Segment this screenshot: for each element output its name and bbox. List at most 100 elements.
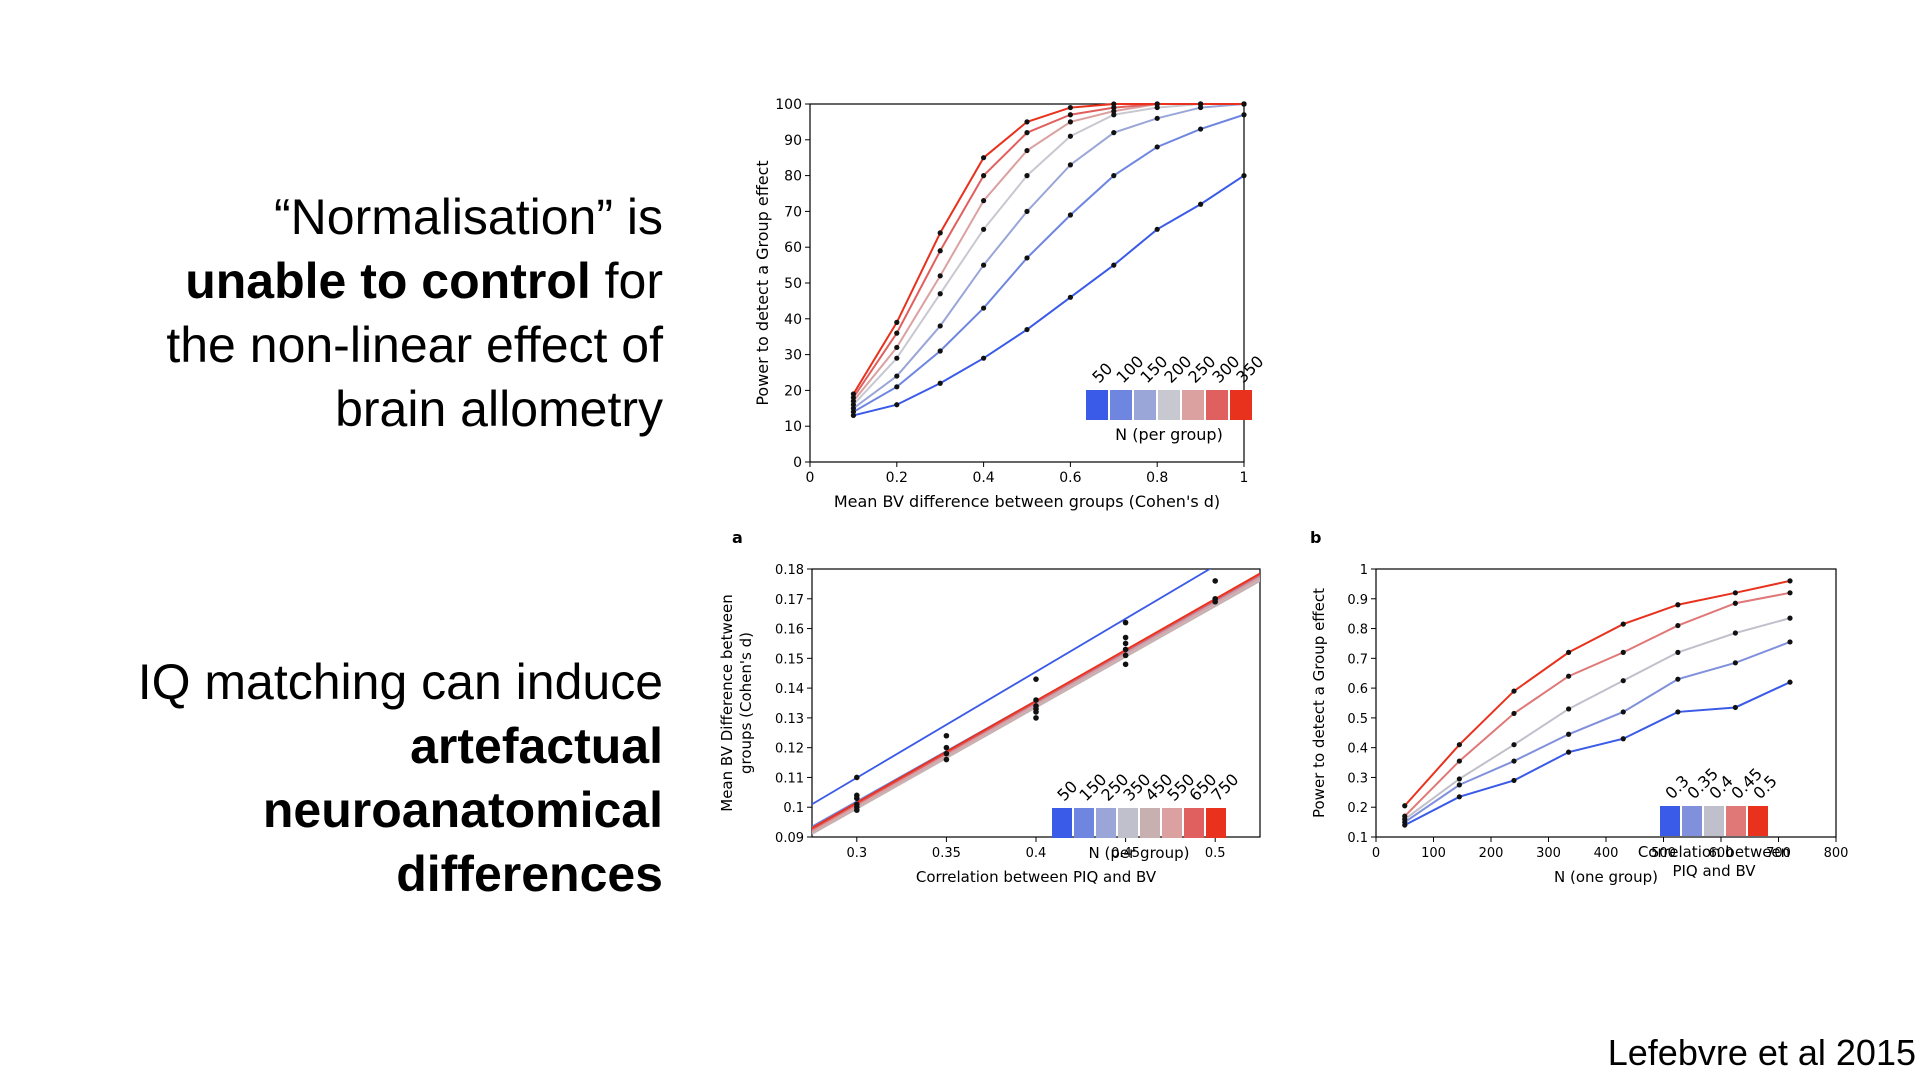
series-line bbox=[1404, 579, 1791, 807]
legend-swatch bbox=[1682, 806, 1702, 836]
data-point bbox=[1456, 794, 1462, 800]
data-point bbox=[1024, 119, 1030, 125]
x-tick-label: 0 bbox=[806, 470, 815, 486]
power-vs-n-chart: b 0 100 200 300 400 500 600 700 800 0.1 0.2 0.3 0.4 0.… bbox=[1310, 528, 1848, 886]
data-point bbox=[1620, 678, 1626, 684]
series-line bbox=[1404, 641, 1791, 823]
data-point bbox=[1198, 101, 1204, 107]
data-point bbox=[981, 262, 987, 268]
y-axis-label-line1: Mean BV Difference between bbox=[718, 594, 736, 811]
series-line bbox=[1404, 617, 1791, 820]
y-axis-label-line2: groups (Cohen's d) bbox=[737, 632, 755, 774]
statement-emphasis: differences bbox=[396, 846, 663, 902]
data-point bbox=[937, 248, 943, 254]
data-point bbox=[894, 330, 900, 336]
data-point bbox=[981, 155, 987, 161]
data-point bbox=[1787, 639, 1793, 645]
statement-line-rest: for bbox=[590, 253, 663, 309]
data-point bbox=[894, 373, 900, 379]
legend-swatch bbox=[1118, 808, 1138, 838]
series-line bbox=[852, 113, 1245, 413]
data-point bbox=[1402, 803, 1408, 809]
y-tick-label: 0.5 bbox=[1347, 712, 1368, 727]
y-tick-label: 0.8 bbox=[1347, 623, 1368, 638]
y-tick-label: 0.4 bbox=[1347, 742, 1368, 757]
data-point bbox=[1067, 162, 1073, 168]
statement-line: unable to control for bbox=[0, 249, 663, 313]
legend-swatch bbox=[1206, 390, 1228, 420]
x-tick-label: 0.35 bbox=[932, 846, 961, 861]
data-point bbox=[1511, 742, 1517, 748]
statement-line: IQ matching can induce bbox=[137, 654, 663, 710]
y-tick-label: 1 bbox=[1360, 563, 1368, 578]
data-point bbox=[1787, 679, 1793, 685]
y-tick-label: 0.15 bbox=[775, 652, 804, 667]
y-tick-label: 80 bbox=[784, 169, 802, 185]
x-tick-label: 0.45 bbox=[1111, 846, 1140, 861]
data-point bbox=[1620, 621, 1626, 627]
statement-line: neuroanatomical bbox=[0, 778, 663, 842]
data-point bbox=[1620, 709, 1626, 715]
data-point bbox=[1511, 758, 1517, 764]
y-tick-label: 0.9 bbox=[1347, 593, 1368, 608]
data-point bbox=[1111, 173, 1117, 179]
x-tick-label: 700 bbox=[1766, 846, 1791, 861]
series-line bbox=[852, 103, 1244, 406]
data-point bbox=[937, 273, 943, 279]
data-point bbox=[1033, 697, 1039, 703]
legend-swatch bbox=[1134, 390, 1156, 420]
data-point bbox=[1154, 226, 1160, 232]
data-point bbox=[1122, 661, 1129, 668]
data-point bbox=[1732, 660, 1738, 666]
y-tick-label: 0 bbox=[793, 455, 802, 471]
legend-swatch bbox=[1660, 806, 1680, 836]
data-point bbox=[981, 173, 987, 179]
regression-line bbox=[812, 569, 1212, 806]
data-point bbox=[850, 398, 856, 404]
y-axis-label: Power to detect a Group effect bbox=[1310, 588, 1328, 818]
data-point bbox=[1111, 262, 1117, 268]
bv-difference-vs-correlation-chart: a 0.3 0.35 0.4 0.45 0.5 0.09 0.1 0.11 0.12 0.13 0.1… bbox=[718, 528, 1261, 886]
legend-swatch bbox=[1052, 808, 1072, 838]
statement-line: the non-linear effect of bbox=[166, 317, 663, 373]
data-point bbox=[1241, 173, 1247, 179]
series-line bbox=[853, 174, 1245, 417]
legend-swatch bbox=[1184, 808, 1204, 838]
y-axis-label: Power to detect a Group effect bbox=[753, 160, 772, 405]
data-point bbox=[1732, 630, 1738, 636]
series-line bbox=[852, 103, 1244, 399]
data-point bbox=[1675, 709, 1681, 715]
legend-swatch bbox=[1704, 806, 1724, 836]
data-point bbox=[1456, 776, 1462, 782]
data-point bbox=[894, 384, 900, 390]
statement-line: artefactual bbox=[0, 714, 663, 778]
data-point bbox=[850, 405, 856, 411]
data-point bbox=[1566, 649, 1572, 655]
data-point bbox=[1111, 130, 1117, 136]
data-point bbox=[1212, 598, 1218, 605]
data-point bbox=[981, 226, 987, 232]
y-tick-label: 0.1 bbox=[783, 801, 804, 816]
data-point bbox=[1787, 590, 1793, 596]
data-point bbox=[1154, 144, 1160, 150]
data-point bbox=[1024, 147, 1030, 154]
data-point bbox=[894, 319, 900, 325]
x-tick-label: 600 bbox=[1709, 846, 1734, 861]
legend-swatch bbox=[1726, 806, 1746, 836]
data-point bbox=[1566, 731, 1572, 737]
data-point bbox=[1566, 673, 1572, 679]
data-point bbox=[1024, 255, 1030, 261]
x-tick-label: 0.2 bbox=[886, 470, 908, 486]
y-tick-label: 0.17 bbox=[775, 593, 804, 608]
data-point bbox=[1212, 578, 1218, 584]
data-point bbox=[1241, 112, 1247, 118]
y-tick-label: 20 bbox=[784, 383, 802, 399]
power-vs-cohens-d-chart: 0 0.2 0.4 0.6 0.8 10102030405060708090100Mean… bbox=[753, 97, 1267, 511]
data-point bbox=[854, 774, 860, 781]
data-point bbox=[894, 355, 900, 361]
data-point bbox=[1198, 201, 1204, 207]
data-point bbox=[943, 732, 950, 739]
legend-swatch bbox=[1096, 808, 1116, 838]
y-tick-label: 40 bbox=[784, 312, 802, 328]
data-point bbox=[850, 412, 856, 419]
